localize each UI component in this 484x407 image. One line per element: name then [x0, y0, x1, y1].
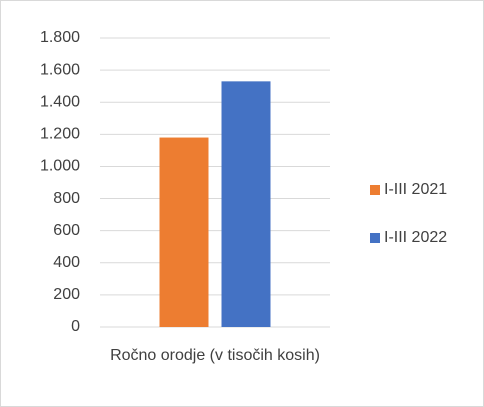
- y-tick-label: 1.200: [40, 126, 80, 143]
- x-tick-label: Ročno orodje (v tisočih kosih): [110, 347, 320, 364]
- legend-swatch: [370, 185, 380, 195]
- y-tick-label: 1.600: [40, 61, 80, 78]
- y-tick-label: 600: [53, 222, 80, 239]
- bar: [159, 137, 209, 327]
- bar: [221, 81, 271, 327]
- y-tick-label: 1.000: [40, 158, 80, 175]
- legend-label: I-III 2021: [384, 181, 447, 198]
- y-tick-label: 200: [53, 286, 80, 303]
- y-tick-label: 0: [71, 318, 80, 335]
- y-tick-label: 800: [53, 190, 80, 207]
- legend-swatch: [370, 233, 380, 243]
- y-tick-label: 1.800: [40, 29, 80, 46]
- y-tick-label: 1.400: [40, 93, 80, 110]
- legend-label: I-III 2022: [384, 229, 447, 246]
- y-tick-label: 400: [53, 254, 80, 271]
